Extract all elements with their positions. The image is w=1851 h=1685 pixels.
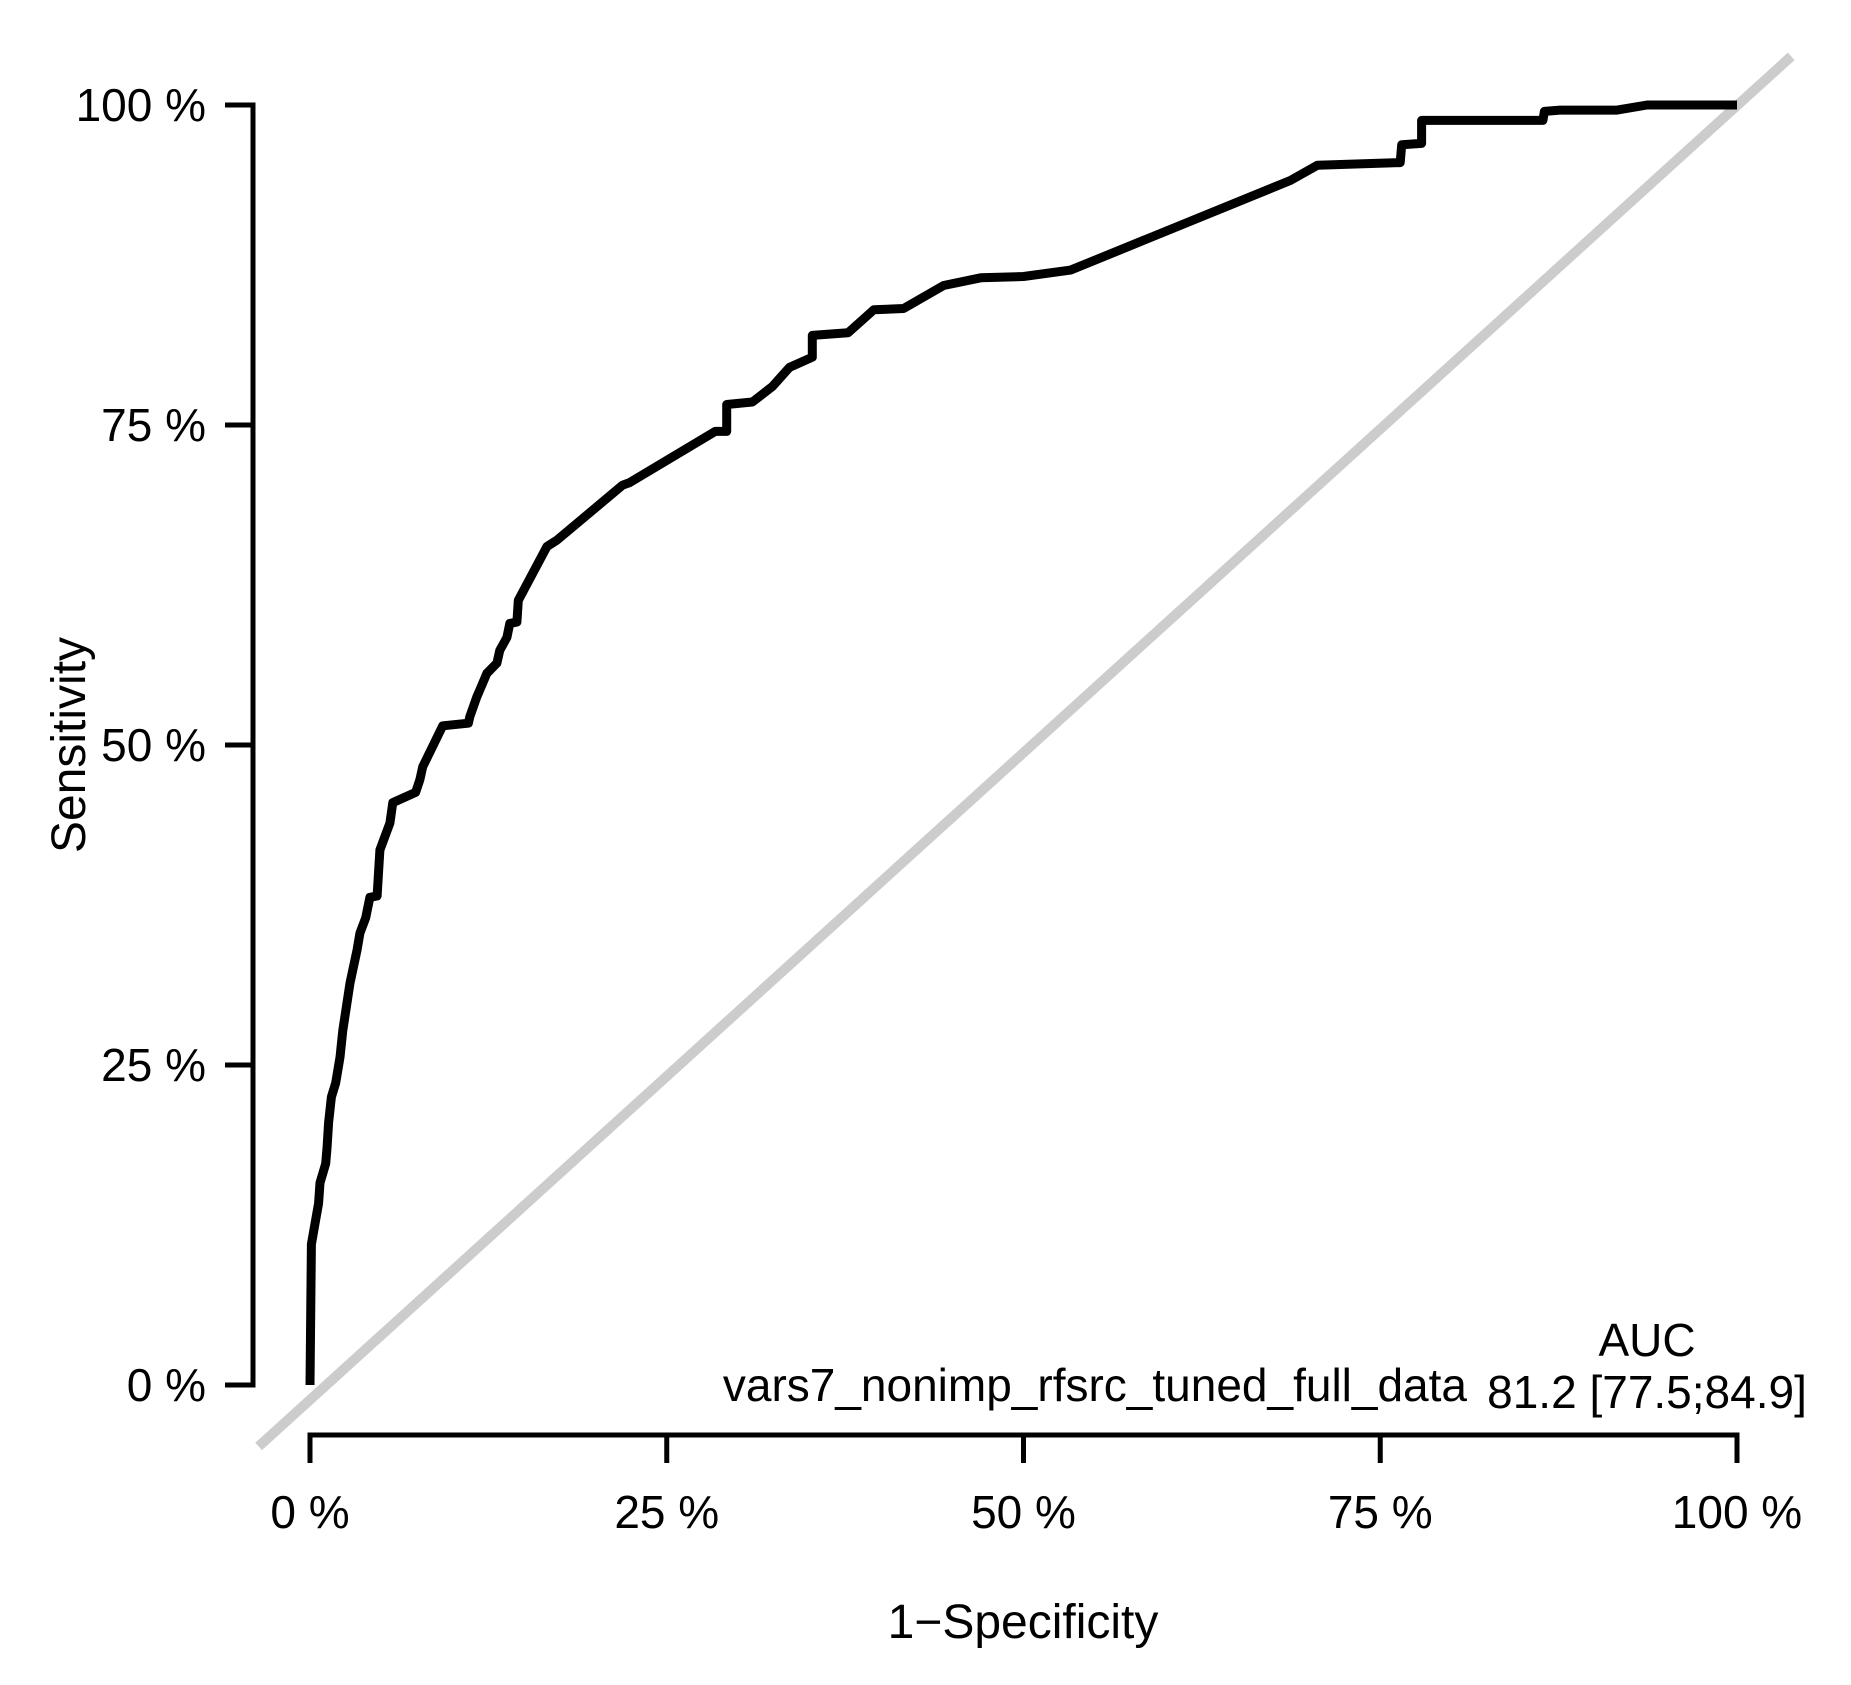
auc-legend: vars7_nonimp_rfsrc_tuned_full_data AUC 8…: [723, 1314, 1807, 1418]
x-tick-label: 50 %: [971, 1486, 1076, 1538]
legend-auc-value: 81.2 [77.5;84.9]: [1487, 1366, 1807, 1418]
x-axis-title: 1−Specificity: [888, 1596, 1159, 1649]
roc-curve-layer: [305, 100, 1737, 1386]
x-tick-label: 75 %: [1328, 1486, 1433, 1538]
y-tick-label: 100 %: [76, 79, 206, 131]
x-tick-label: 25 %: [614, 1486, 719, 1538]
reference-diagonal-layer: [255, 52, 1795, 1451]
y-tick-label: 0 %: [127, 1359, 206, 1411]
x-tick-label: 0 %: [270, 1486, 349, 1538]
reference-diagonal: [255, 52, 1795, 1451]
y-tick-label: 50 %: [101, 719, 206, 771]
x-tick-label: 100 %: [1672, 1486, 1802, 1538]
y-tick-label: 75 %: [101, 399, 206, 451]
roc-curve: [305, 100, 1737, 1386]
y-axis: 0 % 25 % 50 % 75 % 100 %: [76, 79, 256, 1411]
x-axis: 0 % 25 % 50 % 75 % 100 %: [270, 1432, 1802, 1538]
y-axis-title: Sensitivity: [43, 637, 96, 853]
y-tick-label: 25 %: [101, 1039, 206, 1091]
legend-model-name: vars7_nonimp_rfsrc_tuned_full_data: [723, 1359, 1468, 1411]
legend-auc-header: AUC: [1598, 1314, 1695, 1366]
